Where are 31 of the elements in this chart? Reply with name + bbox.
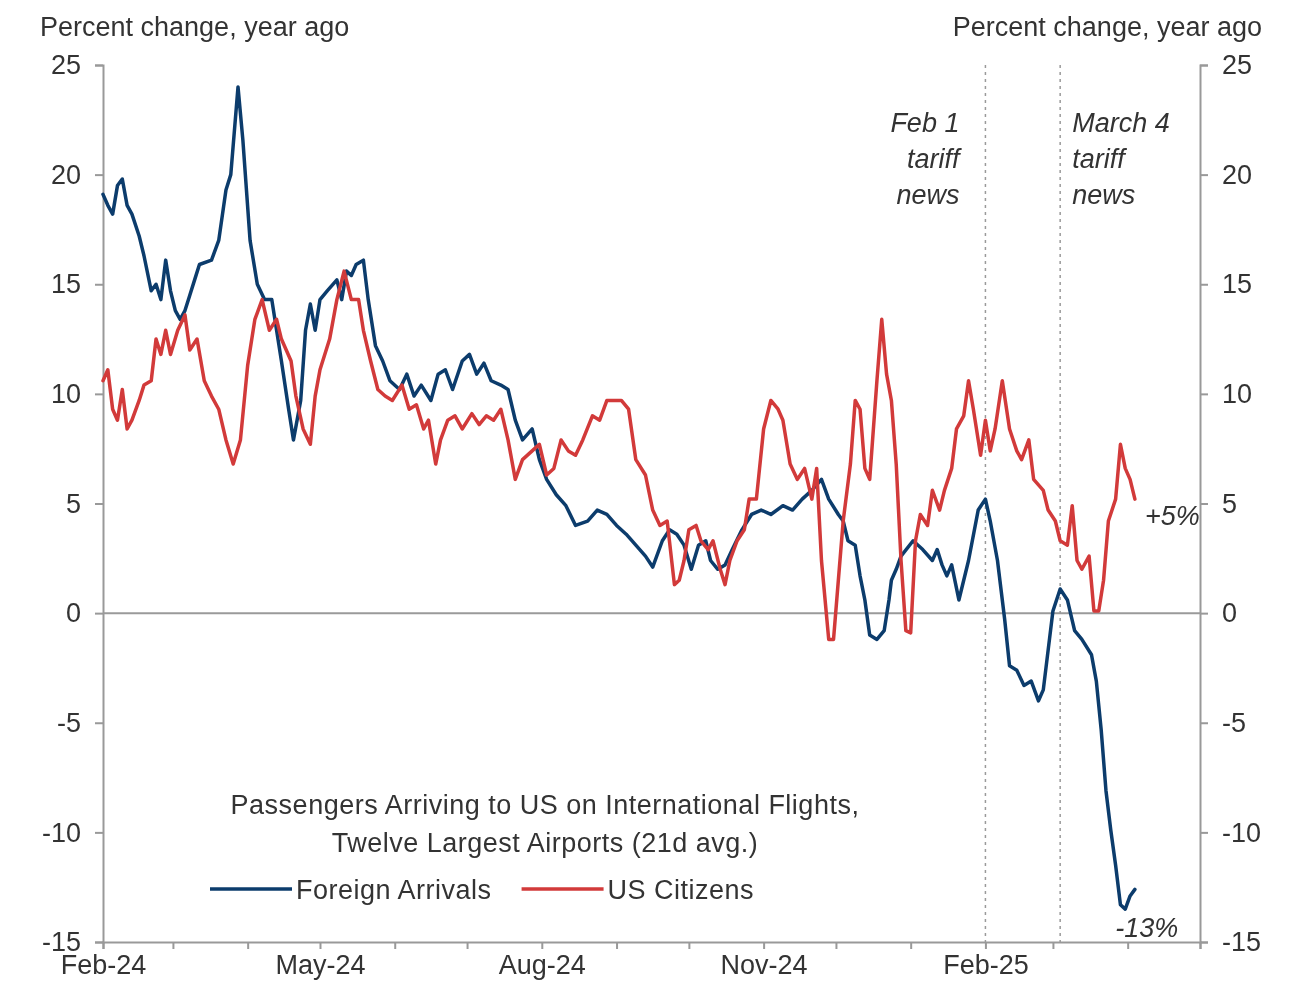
annotation: -13% bbox=[1115, 913, 1179, 944]
y-tick-label: 15 bbox=[50, 269, 81, 300]
y-tick-label: 5 bbox=[65, 488, 81, 519]
text: Passengers Arriving to US on International Flights, Twelve Largest Airports (21d avg.) bbox=[230, 790, 860, 858]
ref-line-label: March 4 tariff news bbox=[1072, 108, 1170, 210]
y-tick-label: 25 bbox=[50, 50, 81, 81]
annotation: +5% bbox=[1144, 501, 1200, 532]
y-tick-label: -10 bbox=[41, 817, 81, 848]
y-tick-label: 20 bbox=[50, 159, 81, 190]
y2-tick-label: 20 bbox=[1222, 159, 1253, 190]
y2-tick-label: 10 bbox=[1222, 379, 1253, 410]
y2-tick-label: -10 bbox=[1222, 817, 1262, 848]
x-tick-label: Aug-24 bbox=[498, 950, 586, 981]
x-tick-label: May-24 bbox=[275, 950, 366, 981]
y2-tick-label: -5 bbox=[1222, 707, 1247, 738]
y2-tick-label: 15 bbox=[1222, 269, 1253, 300]
x-tick-label: Feb-25 bbox=[943, 950, 1029, 981]
y2-tick-label: 0 bbox=[1222, 598, 1238, 629]
legend-label: Foreign Arrivals bbox=[296, 875, 492, 905]
y-tick-label: -5 bbox=[56, 707, 81, 738]
y-tick-label: 10 bbox=[50, 379, 81, 410]
y2-tick-label: 25 bbox=[1222, 50, 1253, 81]
ref-line-label: Feb 1 tariff news bbox=[890, 108, 962, 210]
y2-axis-title: Percent change, year ago bbox=[952, 12, 1262, 42]
line-series bbox=[101, 269, 1137, 642]
y2-tick-label: 5 bbox=[1222, 488, 1238, 519]
y2-tick-label: -15 bbox=[1222, 927, 1262, 958]
x-tick-label: Nov-24 bbox=[720, 950, 808, 981]
y-tick-label: 0 bbox=[65, 598, 81, 629]
legend-label: US Citizens bbox=[607, 875, 755, 905]
y-axis-title: Percent change, year ago bbox=[40, 12, 350, 42]
